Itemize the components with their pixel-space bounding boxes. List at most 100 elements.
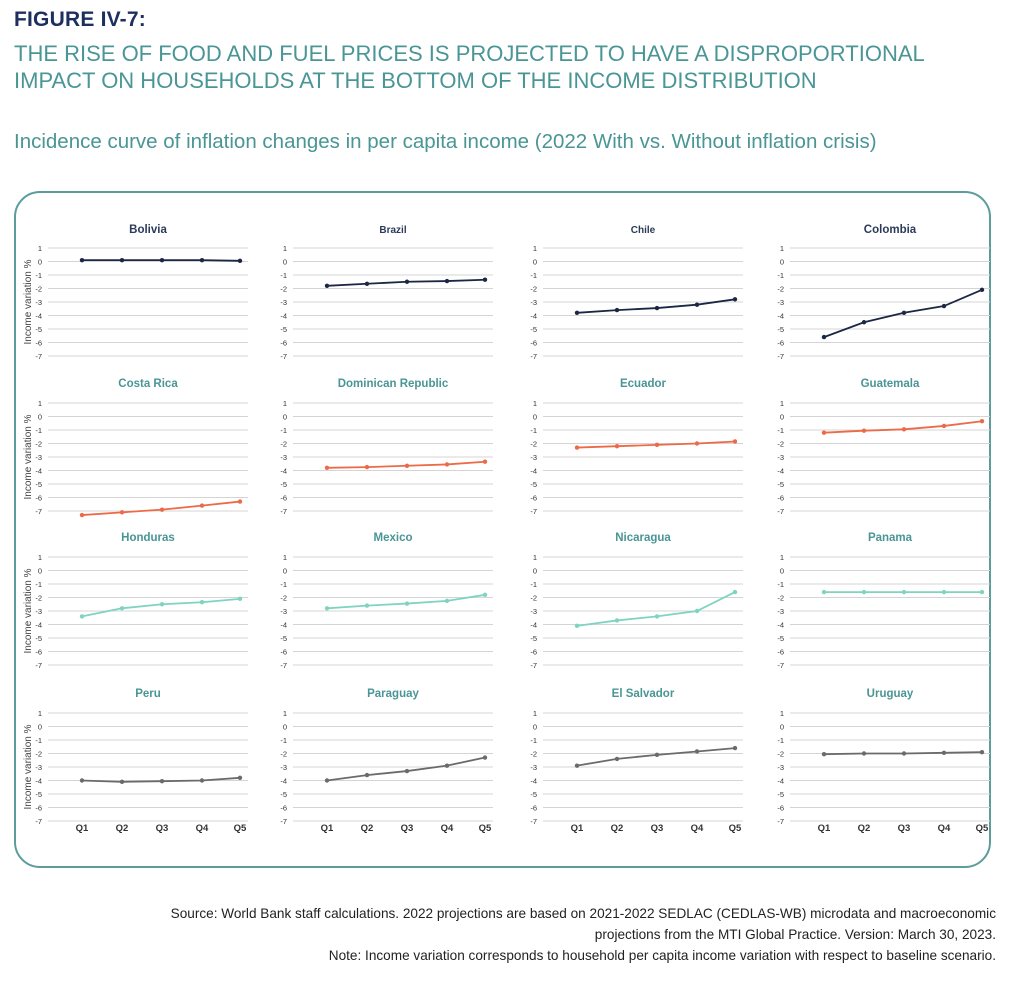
y-tick-label: 0 xyxy=(780,413,784,422)
y-tick-label: -2 xyxy=(35,594,42,603)
data-point-nicaragua-q3 xyxy=(654,614,660,619)
x-tick-label: Q4 xyxy=(196,823,209,834)
y-tick-label: -2 xyxy=(777,594,784,603)
y-tick-label: -7 xyxy=(280,661,287,670)
figure-title: THE RISE OF FOOD AND FUEL PRICES IS PROJ… xyxy=(14,41,924,93)
y-tick-label: -4 xyxy=(35,312,42,321)
y-tick-label: -2 xyxy=(530,285,537,294)
panel-title-costa-rica: Costa Rica xyxy=(118,378,178,390)
data-point-honduras-q4 xyxy=(199,600,205,605)
data-point-bolivia-q3 xyxy=(159,257,165,263)
data-point-guatemala-q4 xyxy=(941,423,947,429)
data-point-guatemala-q5 xyxy=(979,419,985,424)
x-tick-label: Q3 xyxy=(156,823,169,834)
y-tick-label: -5 xyxy=(280,634,287,643)
data-point-mexico-q2 xyxy=(364,603,370,608)
data-point-uruguay-q2 xyxy=(861,751,867,756)
data-point-costa-rica-q1 xyxy=(79,512,85,518)
y-tick-label: 1 xyxy=(533,553,537,562)
panel-title-peru: Peru xyxy=(135,688,161,700)
x-tick-label: Q2 xyxy=(611,823,624,834)
y-tick-label: -5 xyxy=(35,634,42,643)
data-point-dominican-republic-q4 xyxy=(444,462,450,467)
y-tick-label: -2 xyxy=(35,750,42,759)
data-point-ecuador-q5 xyxy=(732,439,738,444)
data-point-chile-q5 xyxy=(732,297,738,302)
x-tick-label: Q5 xyxy=(976,823,989,834)
chart-panel-frame xyxy=(14,191,991,868)
data-point-honduras-q1 xyxy=(79,614,85,619)
y-tick-label: -7 xyxy=(777,507,784,516)
y-tick-label: -4 xyxy=(280,777,287,786)
y-tick-label: -7 xyxy=(777,352,784,361)
chart-subtitle: Incidence curve of inflation changes in … xyxy=(14,130,877,153)
y-tick-label: -6 xyxy=(777,339,784,348)
y-tick-label: -3 xyxy=(35,298,42,307)
y-tick-label: -3 xyxy=(530,453,537,462)
y-tick-label: 0 xyxy=(38,258,42,267)
data-point-brazil-q1 xyxy=(324,283,330,288)
data-point-ecuador-q1 xyxy=(574,445,580,450)
y-tick-label: 0 xyxy=(780,723,784,732)
panel-title-paraguay: Paraguay xyxy=(367,688,419,700)
y-tick-label: -4 xyxy=(35,621,42,630)
y-tick-label: -6 xyxy=(35,494,42,503)
y-tick-label: -3 xyxy=(280,453,287,462)
y-tick-label: 0 xyxy=(283,723,287,732)
data-point-panama-q3 xyxy=(901,589,907,595)
y-tick-label: 0 xyxy=(533,723,537,732)
y-tick-label: 1 xyxy=(38,709,42,718)
y-tick-label: -1 xyxy=(35,580,42,589)
data-point-mexico-q5 xyxy=(482,592,488,597)
data-point-colombia-q3 xyxy=(901,310,907,315)
y-tick-label: -5 xyxy=(777,790,784,799)
panel-title-honduras: Honduras xyxy=(121,532,175,544)
data-point-ecuador-q2 xyxy=(614,444,620,449)
note-line: Note: Income variation corresponds to ho… xyxy=(328,948,996,963)
y-tick-label: 0 xyxy=(38,567,42,576)
y-tick-label: -7 xyxy=(530,661,537,670)
y-tick-label: 0 xyxy=(283,413,287,422)
y-tick-label: -3 xyxy=(280,763,287,772)
y-tick-label: -4 xyxy=(530,621,537,630)
x-tick-label: Q2 xyxy=(361,823,374,834)
y-tick-label: -3 xyxy=(777,453,784,462)
y-tick-label: 1 xyxy=(283,709,287,718)
data-point-nicaragua-q4 xyxy=(694,608,700,614)
x-tick-label: Q5 xyxy=(234,823,247,834)
data-point-ecuador-q3 xyxy=(654,442,660,448)
data-point-costa-rica-q2 xyxy=(119,510,125,515)
data-point-panama-q2 xyxy=(861,589,867,595)
data-point-paraguay-q2 xyxy=(364,772,370,778)
panel-title-nicaragua: Nicaragua xyxy=(615,532,671,544)
figure-label: FIGURE IV-7: xyxy=(14,8,146,31)
y-tick-label: -7 xyxy=(35,817,42,826)
y-tick-label: -1 xyxy=(280,271,287,280)
y-tick-label: -1 xyxy=(777,580,784,589)
y-tick-label: -3 xyxy=(777,763,784,772)
y-tick-label: 0 xyxy=(533,413,537,422)
data-point-uruguay-q3 xyxy=(901,751,907,756)
y-tick-label: -2 xyxy=(280,285,287,294)
source-line-2: projections from the MTI Global Practice… xyxy=(594,927,996,942)
y-tick-label: -5 xyxy=(530,480,537,489)
y-tick-label: 1 xyxy=(533,244,537,253)
data-point-dominican-republic-q3 xyxy=(404,463,410,468)
y-tick-label: 0 xyxy=(780,567,784,576)
y-tick-label: -1 xyxy=(35,271,42,280)
data-point-honduras-q5 xyxy=(237,596,243,602)
y-tick-label: -7 xyxy=(777,817,784,826)
y-tick-label: -5 xyxy=(530,325,537,334)
data-point-el-salvador-q3 xyxy=(654,752,660,758)
y-tick-label: -6 xyxy=(35,339,42,348)
data-point-peru-q3 xyxy=(159,778,165,784)
y-tick-label: 1 xyxy=(38,553,42,562)
y-tick-label: -3 xyxy=(530,607,537,616)
data-point-dominican-republic-q1 xyxy=(324,465,330,470)
y-tick-label: -5 xyxy=(777,325,784,334)
y-tick-label: -2 xyxy=(777,285,784,294)
panel-title-guatemala: Guatemala xyxy=(861,378,920,390)
panel-title-ecuador: Ecuador xyxy=(620,378,667,390)
panel-title-bolivia: Bolivia xyxy=(129,224,167,236)
series-line-paraguay xyxy=(326,756,486,782)
